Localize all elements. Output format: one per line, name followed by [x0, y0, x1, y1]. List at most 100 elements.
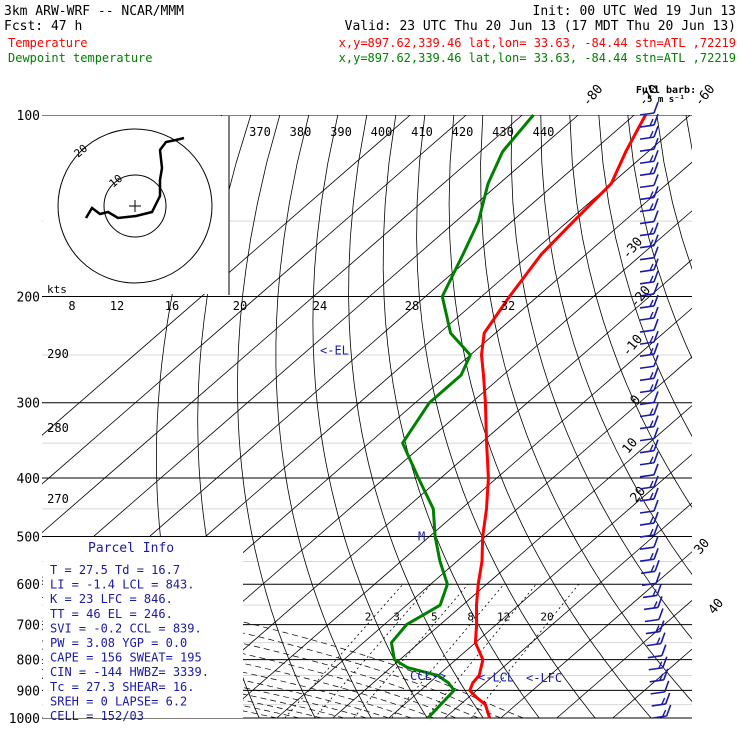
mixing-ratio-line: [284, 583, 404, 718]
wind-barb-staff: [649, 679, 664, 683]
wind-barb-half: [649, 118, 654, 126]
wind-barb-staff: [639, 546, 655, 550]
mixing-ratio-label: 3: [393, 611, 400, 624]
wind-barb-staff: [639, 281, 655, 285]
theta-label: 400: [371, 125, 393, 139]
wind-barb-staff: [643, 606, 659, 611]
wind-barb-half: [649, 203, 654, 211]
wind-barb-staff: [639, 498, 655, 502]
wind-barb-half: [649, 444, 654, 452]
wind-barb-staff: [639, 160, 655, 165]
parcel-row: TT = 46 EL = 246.: [50, 607, 173, 621]
theta-label: 430: [492, 125, 514, 139]
wind-barb-half: [652, 589, 657, 597]
wind-barb-half: [662, 709, 667, 717]
wind-barb-half: [649, 239, 654, 247]
wind-barb-flag: [656, 584, 662, 596]
isotherm-label: 10: [620, 435, 642, 457]
wind-barb-flag: [653, 367, 659, 379]
wind-barb-staff: [639, 172, 655, 177]
theta-label: 410: [411, 125, 433, 139]
wind-barb-half: [649, 372, 654, 380]
wind-barb-staff: [639, 208, 655, 213]
wind-barb-flag: [664, 692, 671, 705]
level-annotation: <-LFC: [526, 671, 562, 685]
wind-barb-staff: [639, 389, 655, 394]
wind-barb-half: [655, 625, 660, 633]
wind-barb-flag: [653, 354, 659, 367]
dry-adiabat-line: [715, 115, 740, 718]
dry-adiabat-line: [348, 115, 484, 718]
parcel-row: K = 23 LFC = 846.: [50, 592, 173, 606]
wind-barb-flag: [658, 608, 664, 620]
wind-barb-half: [649, 167, 654, 175]
wind-barb-flag: [659, 620, 665, 632]
wind-barb-flag: [653, 174, 659, 186]
wind-barb-staff: [645, 630, 660, 635]
parcel-row: PW = 3.08 YGP = 0.0: [50, 636, 187, 650]
wind-barb-half: [649, 480, 654, 488]
wind-barb-flag: [653, 499, 659, 512]
wind-barb-flag: [653, 427, 659, 439]
wind-barb-half: [661, 697, 666, 705]
wind-barb-staff: [639, 365, 655, 370]
wind-barb-staff: [639, 437, 655, 442]
wind-barb-flag: [660, 632, 666, 644]
wind-barb-flag: [653, 282, 659, 295]
pressure-tick-label: 100: [17, 109, 40, 124]
wind-barb-flag: [653, 294, 659, 307]
wind-barb-flag: [653, 246, 659, 258]
theta-side-label: 290: [47, 347, 69, 361]
wind-barb-staff: [639, 425, 655, 430]
parcel-row: CELL = 152/03: [50, 709, 144, 723]
wind-barb-staff: [639, 329, 655, 333]
pressure-tick-label: 700: [17, 619, 40, 634]
parcel-title: Parcel Info: [88, 541, 174, 556]
wind-barb-staff: [639, 449, 655, 454]
wind-barb-staff: [639, 136, 655, 140]
isotherm-label: 0: [628, 393, 645, 409]
wind-barb-flag: [653, 391, 659, 403]
wind-barb-half: [649, 528, 654, 536]
theta-label: 390: [330, 125, 352, 139]
wind-barb-staff: [639, 377, 655, 382]
dry-adiabat-line: [627, 115, 692, 360]
mixing-ratio-label: 5: [431, 611, 438, 624]
parcel-box-background: [43, 537, 243, 718]
wind-barb-half: [649, 492, 654, 500]
dry-adiabat-line: [540, 115, 692, 576]
isotherm-label: -80: [580, 82, 607, 110]
dewpoint-line: [389, 114, 535, 720]
model-title: 3km ARW-WRF -- NCAR/MMM: [4, 4, 184, 19]
dry-adiabat-line: [569, 115, 692, 509]
wind-barb-staff: [652, 715, 667, 719]
isotherm-line: [556, 599, 692, 718]
isotherm-line: [42, 115, 467, 485]
parcel-row: SREH = 0 LAPSE= 6.2: [50, 694, 187, 708]
parcel-row: CAPE = 156 SWEAT= 195: [50, 651, 202, 665]
wind-barb-staff: [639, 413, 655, 418]
level-annotation: <-LCL: [478, 670, 514, 684]
mixing-ratio-line: [391, 583, 505, 718]
wind-barb-staff: [639, 474, 655, 478]
wind-barb-half: [649, 420, 654, 428]
wind-barb-flag: [653, 318, 659, 331]
level-annotation: <-EL: [320, 344, 349, 358]
wind-barb-flag: [653, 113, 659, 126]
wind-barb-flag: [662, 668, 669, 681]
isotherm-label: 30: [692, 536, 714, 558]
mixing-ratio-label: 20: [540, 611, 553, 624]
wind-barb-flag: [653, 149, 659, 162]
isotherm-line: [276, 356, 692, 718]
wind-barb-flag: [653, 258, 659, 271]
wind-barb-staff: [639, 534, 655, 538]
wind-barb-flag: [653, 198, 659, 210]
forecast-hour: Fcst: 47 h: [4, 19, 82, 34]
hodograph-ring-inner: [103, 174, 167, 238]
dry-adiabat-line: [448, 115, 652, 718]
dry-adiabat-line: [510, 115, 692, 640]
wind-barb-half: [649, 335, 654, 344]
mixing-ratio-line: [425, 583, 537, 718]
mixing-ratio-label: 12: [497, 611, 510, 624]
